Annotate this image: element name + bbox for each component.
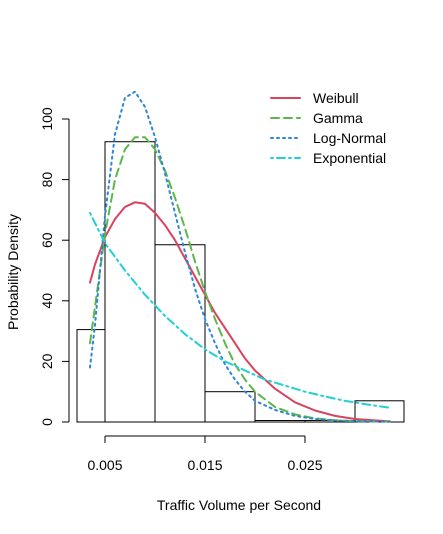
histogram-bar <box>104 141 156 423</box>
y-tick-label: 20 <box>39 353 55 369</box>
x-tick-label: 0.025 <box>287 457 322 473</box>
y-tick-label: 0 <box>39 418 55 426</box>
histogram-bar <box>204 391 256 423</box>
y-tick-label: 60 <box>39 232 55 248</box>
x-axis: 0.005 0.015 0.025 <box>87 435 323 473</box>
density-curves <box>89 90 391 423</box>
curve-exponential <box>89 211 391 409</box>
y-tick-label: 40 <box>39 293 55 309</box>
legend-label: Log-Normal <box>313 130 386 146</box>
x-tick-label: 0.005 <box>87 457 122 473</box>
legend-label: Weibull <box>313 90 359 106</box>
y-axis: 0 20 40 60 80 100 <box>39 107 70 426</box>
curve-log-normal <box>89 90 391 423</box>
curve-gamma <box>89 136 391 423</box>
histogram-bar <box>76 329 106 423</box>
legend-label: Gamma <box>313 110 363 126</box>
legend: Weibull Gamma Log-Normal Exponential <box>270 90 386 166</box>
x-axis-label: Traffic Volume per Second <box>157 497 321 513</box>
y-tick-label: 100 <box>39 107 55 131</box>
curve-weibull <box>89 201 391 423</box>
y-tick-label: 80 <box>39 172 55 188</box>
legend-label: Exponential <box>313 150 386 166</box>
y-axis-label: Probability Density <box>5 214 21 330</box>
histogram-bars <box>76 141 405 423</box>
x-tick-label: 0.015 <box>187 457 222 473</box>
